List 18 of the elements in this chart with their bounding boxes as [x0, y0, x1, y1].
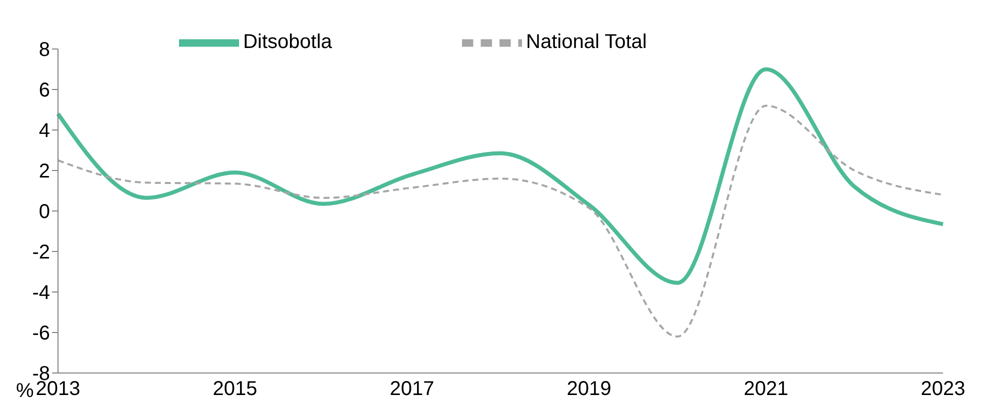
y-tick-label: 8	[38, 39, 50, 62]
x-tick-label: 2019	[566, 378, 612, 400]
y-tick-label: -4	[32, 282, 50, 304]
y-tick-label: -2	[32, 242, 50, 264]
x-tick-label: 2023	[920, 378, 966, 400]
x-tick-label: 2015	[212, 378, 258, 400]
y-tick-label: 2	[38, 160, 50, 183]
y-axis-title: %	[16, 380, 34, 403]
legend-label: Ditsobotla	[243, 31, 332, 54]
y-tick-label: 0	[38, 201, 50, 224]
legend-label: National Total	[526, 31, 647, 54]
line-series	[57, 104, 944, 338]
y-tick-label: -6	[32, 322, 50, 345]
x-tick-label: 2021	[744, 378, 788, 400]
x-tick-label: 2017	[390, 378, 434, 400]
y-tick-label: 6	[38, 80, 50, 102]
line-series	[56, 67, 945, 285]
y-tick-label: 4	[38, 120, 50, 142]
